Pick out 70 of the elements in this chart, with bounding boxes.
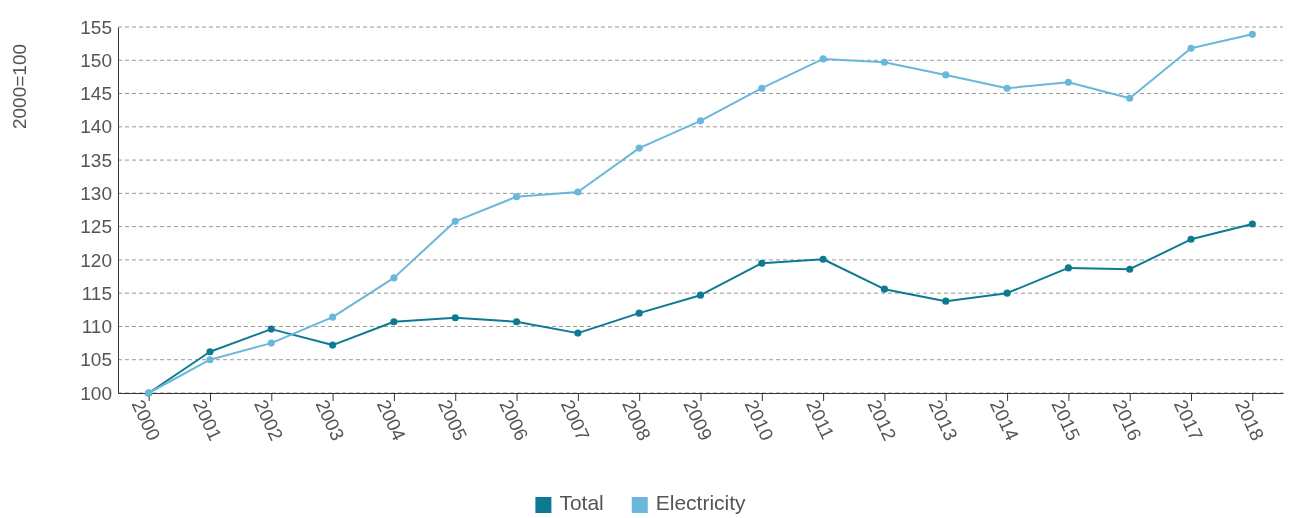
point	[329, 341, 337, 349]
point	[574, 329, 582, 337]
point	[819, 255, 827, 263]
point	[1003, 289, 1011, 297]
point	[635, 309, 643, 317]
x-tick-label: 2002	[250, 396, 288, 444]
point	[1003, 84, 1011, 92]
point	[1187, 44, 1195, 52]
point	[206, 356, 214, 364]
point	[758, 84, 766, 92]
y-tick-label: 115	[81, 282, 112, 304]
point	[267, 325, 275, 333]
point	[329, 313, 337, 321]
y-tick-label: 130	[80, 182, 112, 204]
point	[1126, 94, 1134, 102]
x-tick-label: 2017	[1169, 396, 1207, 444]
x-tick-label: 2009	[679, 396, 717, 444]
y-tick-label: 110	[81, 316, 112, 338]
point	[1126, 265, 1134, 273]
point	[942, 71, 950, 79]
point	[819, 55, 827, 63]
point	[390, 274, 398, 282]
y-tick-label: 140	[80, 116, 112, 138]
point	[267, 339, 275, 347]
x-tick-label: 2012	[863, 396, 901, 444]
x-tick-label: 2000	[127, 396, 165, 444]
point	[758, 259, 766, 267]
legend-label: Total	[559, 491, 604, 514]
point	[1064, 78, 1072, 86]
x-tick-label: 2013	[924, 396, 962, 444]
point	[512, 193, 521, 201]
point	[942, 297, 950, 305]
y-tick-label: 125	[80, 216, 112, 238]
point	[880, 58, 889, 66]
x-tick-label: 2003	[311, 396, 349, 444]
x-tick-label: 2016	[1108, 396, 1146, 444]
point	[696, 117, 705, 125]
x-tick-label: 2001	[188, 396, 226, 444]
x-tick-label: 2014	[985, 396, 1024, 445]
x-tick-label: 2006	[495, 396, 533, 444]
point	[880, 285, 889, 293]
point	[390, 318, 398, 326]
point	[1064, 264, 1072, 272]
point	[1248, 220, 1256, 228]
x-tick-label: 2018	[1231, 396, 1269, 444]
point	[696, 291, 705, 299]
y-tick-label: 155	[80, 16, 112, 38]
x-tick-label: 2008	[618, 396, 655, 444]
y-tick-label: 150	[80, 49, 112, 71]
y-tick-label: 120	[80, 249, 112, 271]
point	[635, 144, 643, 152]
y-tick-label: 100	[80, 382, 112, 404]
point	[451, 217, 459, 225]
y-tick-label: 145	[80, 83, 112, 105]
x-tick-label: 2015	[1047, 396, 1085, 444]
y-tick-label: 105	[80, 349, 112, 371]
x-tick-label: 2005	[434, 396, 472, 444]
legend-label: Electricity	[655, 491, 747, 514]
x-tick-label: 2011	[802, 396, 839, 443]
point	[206, 348, 214, 356]
point	[451, 314, 459, 322]
x-tick-label: 2004	[372, 396, 410, 445]
x-tick-label: 2007	[556, 396, 594, 444]
y-tick-label: 135	[80, 149, 112, 171]
point	[512, 318, 521, 326]
point	[574, 188, 582, 196]
y-axis-title: 2000=100	[9, 43, 30, 130]
point	[1248, 30, 1256, 38]
point	[1187, 235, 1195, 243]
x-tick-label: 2010	[740, 396, 778, 444]
